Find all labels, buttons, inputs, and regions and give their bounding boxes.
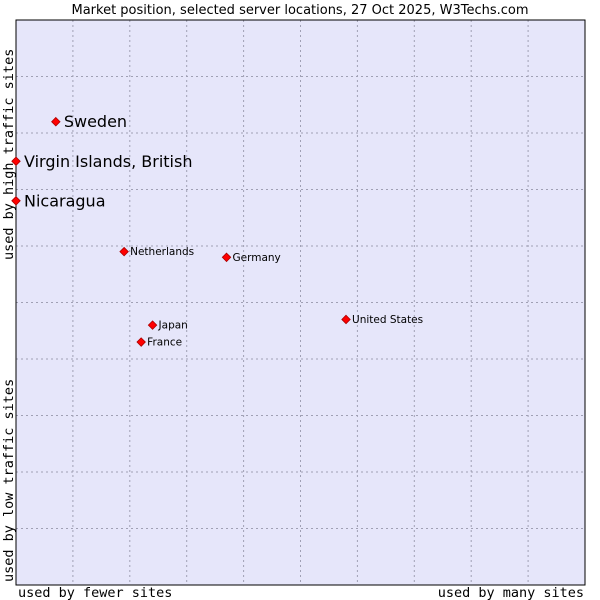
point-marker [221, 252, 232, 263]
chart-title: Market position, selected server locatio… [71, 3, 528, 18]
point-label: Germany [233, 252, 281, 264]
point-marker [51, 116, 61, 127]
point-label: Netherlands [130, 246, 194, 258]
data-points: Sweden Virgin Islands, British Nicaragua Ne… [11, 112, 423, 349]
point-marker [341, 314, 351, 325]
y-axis-label-top: used by high traffic sites [1, 49, 17, 260]
grid-lines [16, 20, 585, 585]
point-marker [119, 246, 129, 257]
point-marker [11, 156, 21, 167]
y-axis-label-bottom: used by low traffic sites [1, 379, 17, 582]
point-label: United States [352, 314, 423, 326]
point-label: Nicaragua [24, 191, 106, 210]
plot-border [15, 19, 586, 586]
x-axis-label-left: used by fewer sites [18, 585, 172, 600]
point-label: France [147, 337, 182, 349]
point-marker [147, 320, 158, 330]
point-label: Japan [158, 320, 188, 332]
x-axis-label-right: used by many sites [438, 585, 584, 600]
point-label: Virgin Islands, British [24, 152, 192, 171]
point-marker [136, 337, 146, 347]
point-label: Sweden [64, 112, 127, 131]
point-marker [11, 196, 21, 206]
